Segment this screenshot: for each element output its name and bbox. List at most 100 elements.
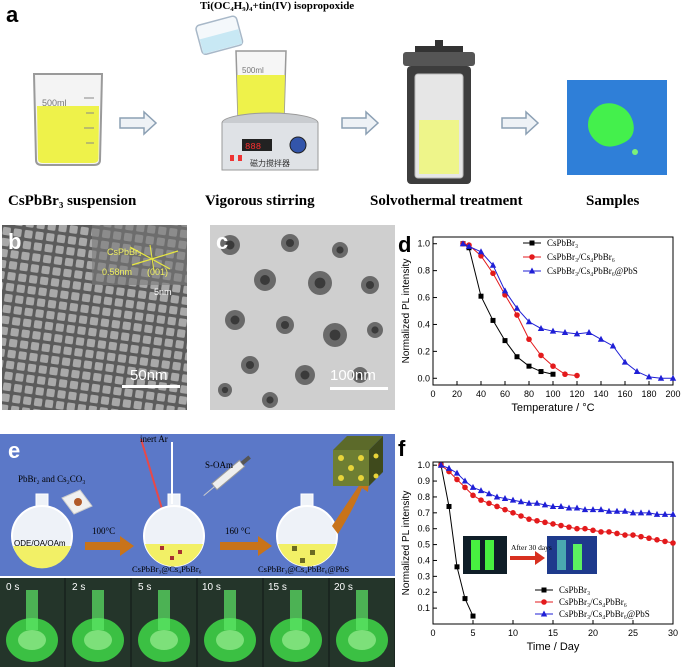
y-tick-label: 0.8 — [417, 492, 430, 502]
data-point — [509, 496, 517, 503]
legend-label: CsPbBr₃ — [547, 238, 578, 248]
data-point — [669, 374, 677, 381]
x-tick-label: 30 — [668, 628, 678, 638]
x-tick-label: 20 — [452, 389, 462, 399]
arrow-right-icon — [501, 110, 540, 136]
reaction-photo-strip: 0 s 2 s 5 s 10 s 15 s 20 s — [0, 578, 395, 667]
data-point — [633, 368, 641, 375]
panel-label-c: c — [216, 229, 229, 254]
synthesis-scheme — [11, 436, 383, 569]
y-tick-label: 0.5 — [417, 540, 430, 550]
data-point — [490, 270, 496, 277]
data-point — [533, 499, 541, 506]
x-tick-label: 40 — [476, 389, 486, 399]
x-tick-label: 10 — [508, 628, 518, 638]
data-point — [557, 502, 565, 509]
data-point — [614, 530, 620, 537]
autoclave-icon — [403, 40, 475, 184]
time-label: 15 s — [268, 582, 287, 593]
data-point — [465, 242, 473, 249]
data-point — [513, 304, 521, 311]
panel-label-a: a — [6, 2, 19, 27]
data-point — [598, 529, 604, 535]
data-point — [573, 504, 581, 511]
data-point — [562, 371, 568, 378]
data-point — [510, 510, 516, 516]
y-tick-label: 0.8 — [417, 266, 430, 276]
y-tick-label: 1.0 — [417, 460, 430, 470]
data-point — [502, 338, 508, 344]
chart-d: 0 20 40 60 80 100 120 140 160 180 200 0.0 0.2 0.4 0.6 0… — [401, 236, 681, 414]
beaker-suspension-icon: 500ml — [32, 73, 104, 166]
arrow-right-icon — [341, 110, 380, 136]
data-point — [606, 529, 612, 535]
data-point — [538, 369, 544, 375]
data-point — [622, 532, 628, 538]
data-point — [542, 519, 548, 526]
magnetic-stirrer-icon: 500ml 888 磁力搅拌器 — [221, 50, 319, 171]
data-point — [490, 317, 496, 323]
scale-bar-b: 50nm — [130, 367, 168, 384]
data-point — [549, 327, 557, 334]
panel-label-e: e — [8, 438, 21, 463]
data-point — [550, 371, 556, 377]
stirrer-text: 磁力搅拌器 — [250, 158, 290, 168]
data-point — [454, 564, 460, 570]
legend-marker — [529, 254, 535, 260]
x-axis-label: Temperature / °C — [511, 402, 594, 414]
stage-label-stirring: Vigorous stirring — [205, 193, 315, 209]
data-point — [461, 477, 469, 484]
injection-label: S-OAm — [205, 460, 234, 470]
x-tick-label: 200 — [665, 389, 680, 399]
legend-marker — [528, 267, 536, 274]
data-point — [538, 352, 544, 359]
legend-marker — [541, 587, 547, 593]
chart-f: 0 5 10 15 20 25 30 0.1 0.2 0.3 0.4 0.5 0.6 0.7 0.8 0.9 1… — [401, 460, 678, 653]
data-point — [645, 509, 653, 516]
d-spacing-label: 0.58nm — [102, 267, 133, 277]
tem-image-c: c 100nm — [210, 225, 395, 410]
data-point — [609, 342, 617, 349]
beaker2-volume: 500ml — [242, 66, 264, 75]
data-point — [486, 500, 492, 507]
series-line — [440, 464, 674, 544]
inset-label: After 30 days — [511, 543, 552, 552]
time-label: 0 s — [6, 582, 20, 593]
x-tick-label: 5 — [470, 628, 475, 638]
legend-label: CsPbBr₃/Cs₄PbBr₆ — [559, 597, 627, 607]
inset-photo — [463, 536, 597, 574]
x-tick-label: 80 — [524, 389, 534, 399]
data-point — [514, 354, 520, 360]
data-point — [661, 510, 669, 517]
data-point — [653, 510, 661, 517]
data-point — [462, 484, 468, 491]
x-tick-label: 20 — [588, 628, 598, 638]
product1-label: CsPbBr₃@Cs₄PbBr₆ — [132, 564, 202, 574]
scale-bar-c: 100nm — [330, 367, 376, 384]
data-point — [637, 509, 645, 516]
x-tick-label: 0 — [430, 628, 435, 638]
inset-scale-label: 5nm — [154, 287, 172, 297]
data-point — [662, 538, 668, 545]
y-tick-label: 1.0 — [417, 239, 430, 249]
y-tick-label: 0.6 — [417, 524, 430, 534]
data-point — [469, 483, 477, 490]
data-point — [489, 261, 497, 268]
data-point — [561, 329, 569, 336]
stage-label-solvothermal: Solvothermal treatment — [370, 193, 523, 209]
y-tick-label: 0.6 — [417, 293, 430, 303]
x-tick-label: 15 — [548, 628, 558, 638]
data-point — [670, 540, 676, 546]
data-point — [502, 506, 508, 513]
legend-label: CsPbBr₃/Cs₄PbBr₆ — [547, 252, 615, 262]
x-tick-label: 100 — [545, 389, 560, 399]
data-point — [549, 502, 557, 509]
legend-label: CsPbBr₃/Cs₄PbBr₆@PbS — [547, 266, 638, 276]
data-point — [517, 498, 525, 505]
data-point — [541, 501, 549, 508]
x-tick-label: 140 — [593, 389, 608, 399]
panel-label-d: d — [398, 232, 412, 257]
solvent-label: ODE/OA/OAm — [14, 539, 66, 548]
series-line — [462, 243, 578, 377]
data-point — [582, 525, 588, 532]
